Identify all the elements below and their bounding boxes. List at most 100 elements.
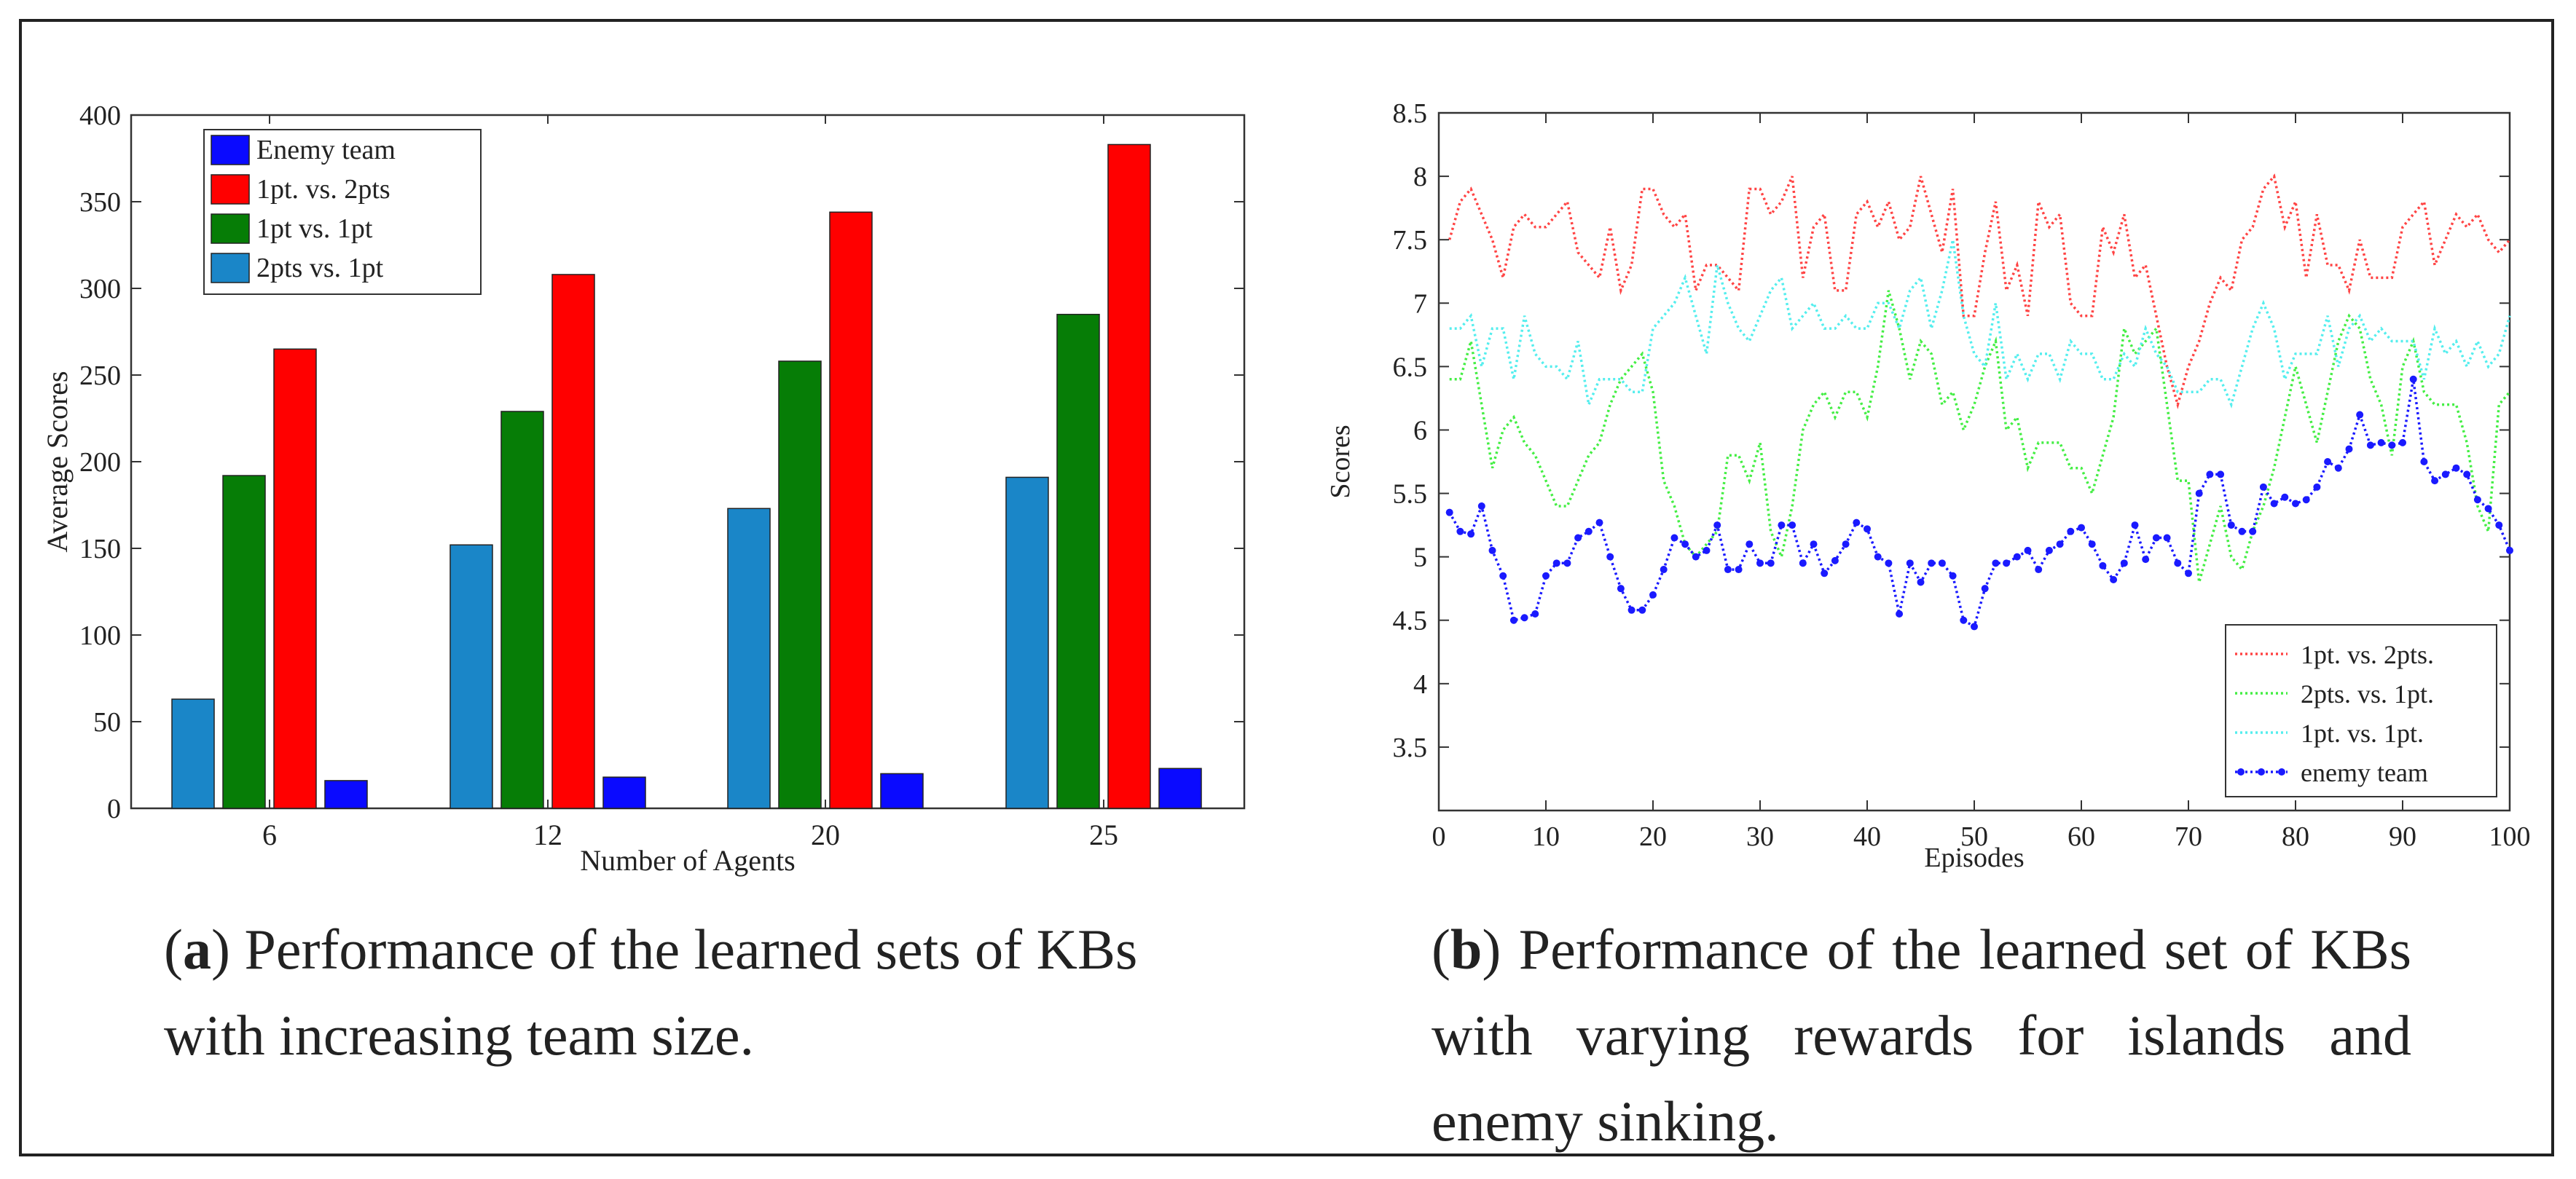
point-enemy-team bbox=[2142, 556, 2150, 564]
legend-marker bbox=[2237, 768, 2245, 776]
point-enemy-team bbox=[1595, 518, 1603, 527]
x-tick-label: 50 bbox=[1960, 821, 1988, 852]
point-enemy-team bbox=[1906, 559, 1914, 567]
point-enemy-team bbox=[2281, 493, 2289, 501]
point-enemy-team bbox=[2227, 521, 2235, 529]
legend-label: Enemy team bbox=[256, 135, 396, 165]
point-enemy-team bbox=[2238, 527, 2246, 535]
y-tick-label: 5.5 bbox=[1393, 479, 1428, 510]
point-enemy-team bbox=[2292, 500, 2299, 508]
point-enemy-team bbox=[2506, 546, 2513, 554]
bar-enemy-team-20 bbox=[880, 773, 924, 809]
bar-1pt-vs-2pts-20 bbox=[829, 211, 873, 809]
line-chart-legend: 1pt. vs. 2pts. 2pts. vs. 1pt. 1pt. vs. 1pt… bbox=[2225, 624, 2497, 797]
bar-2pts-vs-1pt-20 bbox=[727, 508, 771, 809]
y-tick-label: 5 bbox=[1413, 543, 1427, 573]
point-enemy-team bbox=[2366, 441, 2374, 449]
point-enemy-team bbox=[1660, 566, 1668, 574]
y-tick-label: 8.5 bbox=[1393, 98, 1428, 129]
y-tick-label: 6 bbox=[1413, 415, 1427, 446]
point-enemy-team bbox=[1617, 585, 1625, 593]
point-enemy-team bbox=[2324, 458, 2332, 465]
figure-frame bbox=[19, 19, 2554, 1156]
point-enemy-team bbox=[1542, 572, 1550, 580]
caption-a-text: ) Performance of the learned sets of KBs… bbox=[164, 918, 1138, 1067]
point-enemy-team bbox=[1788, 521, 1796, 529]
point-enemy-team bbox=[1971, 623, 1978, 631]
point-enemy-team bbox=[2067, 527, 2075, 535]
point-enemy-team bbox=[2174, 559, 2182, 567]
point-enemy-team bbox=[1574, 534, 1582, 542]
bar-1pt-vs-2pts-12 bbox=[551, 274, 595, 809]
x-tick-label: 100 bbox=[2489, 821, 2531, 852]
legend-swatch bbox=[211, 213, 250, 244]
point-enemy-team bbox=[2035, 566, 2043, 574]
point-enemy-team bbox=[2334, 464, 2342, 472]
y-tick-label: 250 bbox=[79, 360, 121, 391]
y-tick-label: 400 bbox=[79, 100, 121, 131]
point-enemy-team bbox=[2088, 540, 2096, 548]
y-tick-label: 6.5 bbox=[1393, 352, 1428, 382]
legend-swatch bbox=[211, 253, 250, 283]
point-enemy-team bbox=[1746, 540, 1754, 548]
line-chart-ylabel: Scores bbox=[1325, 425, 1356, 498]
point-enemy-team bbox=[2441, 470, 2449, 478]
point-enemy-team bbox=[2163, 534, 2171, 542]
y-tick-label: 4.5 bbox=[1393, 606, 1428, 636]
point-enemy-team bbox=[1767, 559, 1775, 567]
y-tick-label: 0 bbox=[107, 794, 121, 824]
point-enemy-team bbox=[2495, 521, 2503, 529]
legend-label: 1pt. vs. 2pts bbox=[256, 174, 390, 205]
legend-swatch bbox=[211, 174, 250, 205]
caption-b: (b) Performance of the learned set of KB… bbox=[1432, 918, 2411, 1153]
point-enemy-team bbox=[1853, 518, 1861, 527]
point-enemy-team bbox=[1992, 559, 2000, 567]
point-enemy-team bbox=[1874, 553, 1882, 561]
point-enemy-team bbox=[2399, 438, 2406, 446]
point-enemy-team bbox=[1896, 610, 1904, 618]
series-line-1pt-vs-2pts- bbox=[1448, 173, 2511, 410]
point-enemy-team bbox=[1585, 527, 1593, 535]
legend-label: 1pt. vs. 1pt. bbox=[2301, 719, 2424, 748]
y-tick-label: 100 bbox=[79, 620, 121, 651]
bar-chart-legend-box bbox=[203, 129, 482, 295]
point-enemy-team bbox=[1831, 556, 1839, 564]
point-enemy-team bbox=[2388, 441, 2396, 449]
bar-enemy-team-6 bbox=[324, 780, 368, 809]
series-line-enemy-team bbox=[1448, 379, 2511, 629]
point-enemy-team bbox=[1713, 521, 1721, 529]
point-enemy-team bbox=[2099, 561, 2107, 569]
bar-1pt-vs-1pt-25 bbox=[1056, 313, 1100, 809]
legend-marker bbox=[2258, 768, 2265, 776]
bar-chart-legend: Enemy team 1pt. vs. 2pts 1pt vs. 1pt 2pts v… bbox=[203, 129, 482, 295]
point-enemy-team bbox=[1756, 559, 1764, 567]
y-tick-label: 200 bbox=[79, 447, 121, 478]
x-tick-label: 20 bbox=[1639, 821, 1667, 852]
point-enemy-team bbox=[2345, 445, 2353, 453]
point-enemy-team bbox=[1703, 546, 1711, 554]
point-enemy-team bbox=[1509, 616, 1517, 624]
caption-b-text: ) Performance of the learned set of KBs … bbox=[1432, 918, 2411, 1153]
bar-chart-xlabel: Number of Agents bbox=[580, 844, 796, 877]
x-tick-label: 80 bbox=[2282, 821, 2309, 852]
point-enemy-team bbox=[2377, 438, 2385, 446]
y-tick-label: 150 bbox=[79, 534, 121, 564]
point-enemy-team bbox=[1981, 585, 1989, 593]
point-enemy-team bbox=[1692, 553, 1700, 561]
point-enemy-team bbox=[2045, 546, 2053, 554]
x-tick-label: 30 bbox=[1746, 821, 1774, 852]
point-enemy-team bbox=[1499, 572, 1507, 580]
line-chart-xlabel: Episodes bbox=[1924, 843, 2024, 873]
caption-a-label: a bbox=[182, 918, 211, 981]
y-tick-label: 4 bbox=[1413, 669, 1427, 700]
caption-a: (a) Performance of the learned sets of K… bbox=[164, 918, 1138, 1067]
point-enemy-team bbox=[2195, 489, 2203, 497]
point-enemy-team bbox=[1681, 540, 1689, 548]
point-enemy-team bbox=[1649, 591, 1657, 599]
bar-chart: 0 50 100 150 200 250 300 350 400 6 12 20 25 Number … bbox=[41, 100, 1246, 877]
legend-label: enemy team bbox=[2301, 758, 2428, 787]
bar-1pt-vs-1pt-6 bbox=[222, 475, 266, 809]
point-enemy-team bbox=[1735, 566, 1743, 574]
x-tick-label: 90 bbox=[2389, 821, 2416, 852]
y-tick-label: 7 bbox=[1413, 288, 1427, 319]
